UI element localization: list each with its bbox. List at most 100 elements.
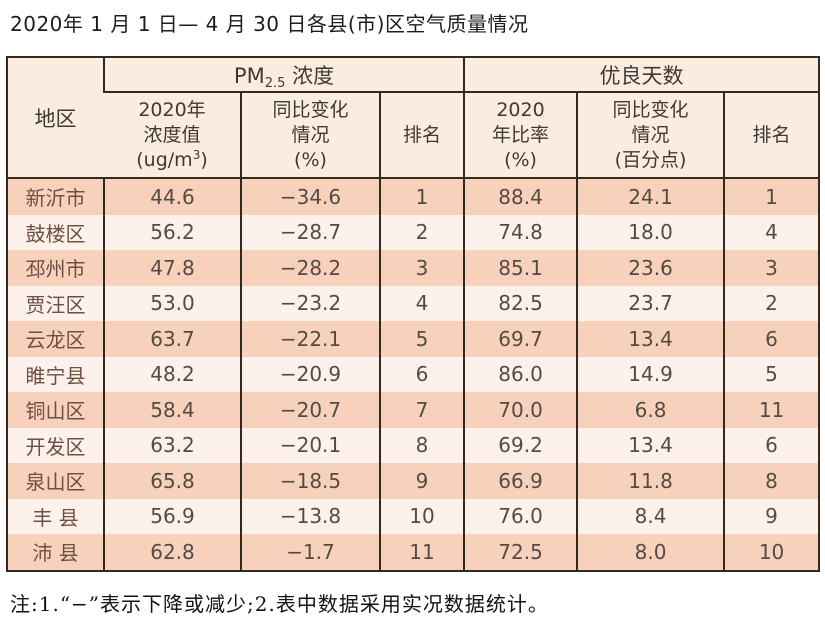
pm25-change-cell: −28.7 bbox=[240, 214, 380, 250]
table-row: 邳州市 47.8 −28.2 3 85.1 23.6 3 bbox=[7, 250, 820, 286]
region-cell: 丰 县 bbox=[7, 498, 104, 534]
good-change-cell: 14.9 bbox=[576, 356, 725, 392]
pm25-change-cell: −1.7 bbox=[240, 534, 380, 571]
good-change-line3: (百分点) bbox=[614, 148, 687, 171]
pm25-value-cell: 56.9 bbox=[103, 498, 241, 534]
col-header-good-change: 同比变化 情况 (百分点) bbox=[576, 92, 725, 179]
good-change-cell: 13.4 bbox=[576, 321, 725, 357]
air-quality-table: 地区 PM2.5 浓度 优良天数 2020年 浓度值 (ug/m3) 同比变化 … bbox=[6, 56, 821, 572]
pm25-value-cell: 44.6 bbox=[103, 178, 241, 215]
pm25-prefix: PM bbox=[233, 63, 265, 88]
good-rank-cell: 8 bbox=[723, 463, 820, 499]
good-change-cell: 13.4 bbox=[576, 427, 725, 463]
header-sub-row: 2020年 浓度值 (ug/m3) 同比变化 情况 (%) 排名 2020 年比… bbox=[7, 92, 820, 179]
pm25-change-cell: −20.7 bbox=[240, 392, 380, 428]
col-header-concentration: 2020年 浓度值 (ug/m3) bbox=[104, 92, 241, 179]
conc-change-line2: 情况 bbox=[291, 123, 330, 146]
pm25-change-cell: −13.8 bbox=[240, 498, 380, 534]
col-header-good-ratio: 2020 年比率 (%) bbox=[463, 92, 578, 179]
good-change-cell: 8.4 bbox=[576, 498, 725, 534]
pm25-change-cell: −28.2 bbox=[240, 250, 380, 286]
pm25-suffix: 浓度 bbox=[285, 63, 335, 88]
good-rank-cell: 10 bbox=[723, 534, 820, 571]
pm25-subscript: 2.5 bbox=[264, 75, 286, 91]
region-cell: 泉山区 bbox=[7, 463, 104, 499]
table-body: 新沂市 44.6 −34.6 1 88.4 24.1 1 鼓楼区 56.2 −28.7 2 74.8 1… bbox=[7, 178, 820, 571]
pm25-change-cell: −20.1 bbox=[240, 427, 380, 463]
good-change-cell: 8.0 bbox=[576, 534, 725, 571]
good-rank-cell: 11 bbox=[723, 392, 820, 428]
conc-change-line1: 同比变化 bbox=[272, 98, 349, 121]
pm25-change-cell: −34.6 bbox=[240, 178, 380, 215]
good-rank-cell: 9 bbox=[723, 498, 820, 534]
table-row: 丰 县 56.9 −13.8 10 76.0 8.4 9 bbox=[7, 498, 820, 534]
table-row: 睢宁县 48.2 −20.9 6 86.0 14.9 5 bbox=[7, 356, 820, 392]
pm25-rank-cell: 8 bbox=[378, 427, 465, 463]
pm25-value-cell: 48.2 bbox=[103, 356, 241, 392]
good-change-cell: 6.8 bbox=[576, 392, 725, 428]
col-header-pm25-rank: 排名 bbox=[378, 92, 465, 179]
pm25-rank-cell: 3 bbox=[378, 250, 465, 286]
good-ratio-cell: 86.0 bbox=[463, 356, 578, 392]
pm25-change-cell: −18.5 bbox=[240, 463, 380, 499]
good-ratio-cell: 88.4 bbox=[463, 178, 578, 215]
good-ratio-cell: 74.8 bbox=[463, 214, 578, 250]
good-change-cell: 11.8 bbox=[576, 463, 725, 499]
region-cell: 新沂市 bbox=[7, 178, 104, 215]
col-header-region: 地区 bbox=[7, 57, 104, 179]
good-rank-cell: 5 bbox=[723, 356, 820, 392]
conc-line1: 2020年 bbox=[138, 98, 206, 121]
pm25-rank-cell: 9 bbox=[378, 463, 465, 499]
good-change-cell: 24.1 bbox=[576, 178, 725, 215]
region-cell: 鼓楼区 bbox=[7, 214, 104, 250]
col-header-conc-change: 同比变化 情况 (%) bbox=[240, 92, 380, 179]
ratio-line2: 年比率 bbox=[492, 123, 550, 146]
table-row: 铜山区 58.4 −20.7 7 70.0 6.8 11 bbox=[7, 392, 820, 428]
pm25-change-cell: −22.1 bbox=[240, 321, 380, 357]
good-change-line1: 同比变化 bbox=[612, 98, 689, 121]
region-cell: 云龙区 bbox=[7, 321, 104, 357]
region-cell: 邳州市 bbox=[7, 250, 104, 286]
good-ratio-cell: 70.0 bbox=[463, 392, 578, 428]
header-group-row: 地区 PM2.5 浓度 优良天数 bbox=[7, 57, 820, 179]
conc-line3: (ug/m3) bbox=[104, 148, 240, 173]
pm25-value-cell: 53.0 bbox=[103, 285, 241, 321]
pm25-value-cell: 63.7 bbox=[103, 321, 241, 357]
good-ratio-cell: 69.7 bbox=[463, 321, 578, 357]
table-row: 沛 县 62.8 −1.7 11 72.5 8.0 10 bbox=[7, 534, 820, 571]
table-row: 泉山区 65.8 −18.5 9 66.9 11.8 8 bbox=[7, 463, 820, 499]
good-ratio-cell: 69.2 bbox=[463, 427, 578, 463]
conc-change-line3: (%) bbox=[294, 148, 327, 171]
good-change-cell: 18.0 bbox=[576, 214, 725, 250]
table-row: 云龙区 63.7 −22.1 5 69.7 13.4 6 bbox=[7, 321, 820, 357]
good-change-line2: 情况 bbox=[631, 123, 670, 146]
table-header: 地区 PM2.5 浓度 优良天数 2020年 浓度值 (ug/m3) 同比变化 … bbox=[7, 57, 820, 179]
good-rank-cell: 1 bbox=[723, 178, 820, 215]
good-rank-cell: 2 bbox=[723, 285, 820, 321]
region-cell: 贾汪区 bbox=[7, 285, 104, 321]
good-ratio-cell: 82.5 bbox=[463, 285, 578, 321]
good-ratio-cell: 66.9 bbox=[463, 463, 578, 499]
pm25-rank-cell: 2 bbox=[378, 214, 465, 250]
good-rank-cell: 6 bbox=[723, 427, 820, 463]
conc-unit-prefix: (ug/m bbox=[136, 148, 193, 171]
pm25-value-cell: 63.2 bbox=[103, 427, 241, 463]
pm25-value-cell: 62.8 bbox=[103, 534, 241, 571]
region-cell: 沛 县 bbox=[7, 534, 104, 571]
table-row: 鼓楼区 56.2 −28.7 2 74.8 18.0 4 bbox=[7, 214, 820, 250]
pm25-change-cell: −20.9 bbox=[240, 356, 380, 392]
pm25-rank-cell: 4 bbox=[378, 285, 465, 321]
col-group-pm25: PM2.5 浓度 bbox=[102, 57, 465, 93]
region-cell: 睢宁县 bbox=[7, 356, 104, 392]
table-row: 新沂市 44.6 −34.6 1 88.4 24.1 1 bbox=[7, 178, 820, 215]
pm25-value-cell: 56.2 bbox=[103, 214, 241, 250]
good-ratio-cell: 76.0 bbox=[463, 498, 578, 534]
ratio-line1: 2020 bbox=[496, 98, 545, 121]
footnote: 注:1.“−”表示下降或减少;2.表中数据采用实况数据统计。 bbox=[10, 591, 549, 616]
pm25-rank-cell: 7 bbox=[378, 392, 465, 428]
conc-line2: 浓度值 bbox=[143, 123, 201, 146]
table-row: 开发区 63.2 −20.1 8 69.2 13.4 6 bbox=[7, 427, 820, 463]
good-rank-cell: 3 bbox=[723, 250, 820, 286]
pm25-rank-cell: 11 bbox=[378, 534, 465, 571]
